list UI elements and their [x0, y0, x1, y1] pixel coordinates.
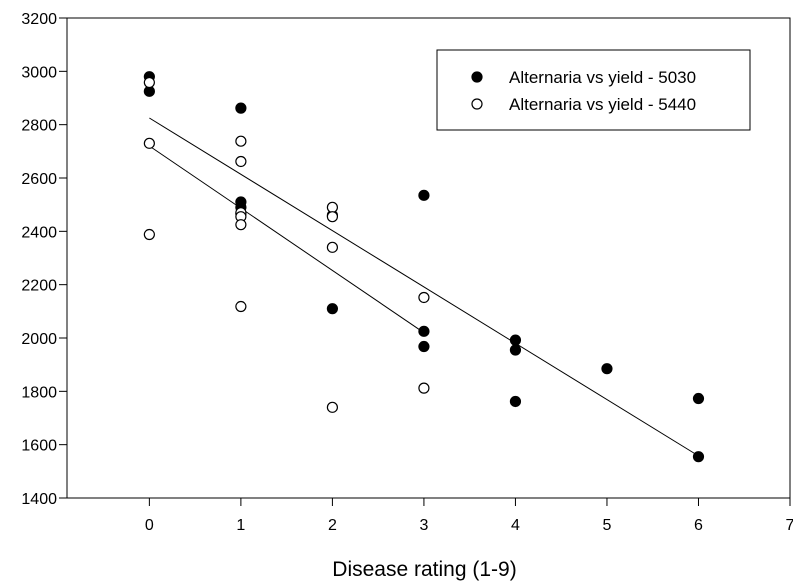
point-filled — [235, 102, 247, 114]
plot-area — [66, 17, 791, 499]
point-open — [418, 291, 430, 304]
legend-marker-2 — [471, 98, 483, 110]
point-open — [235, 135, 247, 147]
legend-label-2: Alternaria vs yield - 5440 — [509, 95, 696, 114]
point-filled — [692, 392, 705, 405]
x-axis-title: Disease rating (1-9) — [332, 558, 516, 581]
plot-frame — [66, 17, 791, 499]
point-open — [235, 300, 247, 313]
legend-label-1: Alternaria vs yield - 5030 — [509, 68, 696, 87]
point-filled — [692, 451, 705, 463]
y-tick-label: 1400 — [21, 491, 57, 508]
legend-marker-1 — [471, 71, 483, 83]
point-filled — [509, 344, 522, 356]
point-open — [326, 401, 339, 413]
y-tick-label: 1800 — [21, 384, 57, 401]
point-open — [326, 211, 339, 223]
x-tick-label: 0 — [145, 517, 154, 534]
x-tick-label: 5 — [603, 517, 612, 534]
y-axis: 1400 1600 1800 2000 2200 2400 2600 2800 3000 3200 — [21, 11, 67, 508]
point-open — [418, 382, 430, 394]
x-tick-label: 2 — [328, 517, 337, 534]
trendline-1 — [149, 117, 699, 457]
point-filled — [509, 395, 522, 408]
y-tick-label: 3000 — [21, 64, 57, 81]
point-open — [326, 201, 339, 213]
data-points — [143, 71, 705, 463]
y-tick-label: 2400 — [21, 224, 57, 241]
y-tick-label: 3200 — [21, 11, 57, 28]
trendlines — [149, 117, 699, 457]
y-tick-label: 2000 — [21, 331, 57, 348]
point-open — [235, 219, 247, 231]
point-open — [235, 155, 247, 168]
x-axis: 0 1 2 3 4 5 6 7 — [145, 498, 793, 534]
x-tick-label: 6 — [694, 517, 703, 534]
point-open — [326, 241, 339, 253]
y-tick-label: 2600 — [21, 171, 57, 188]
point-filled — [601, 363, 613, 375]
point-filled — [418, 189, 430, 201]
x-tick-label: 7 — [786, 517, 793, 534]
point-open — [143, 228, 155, 241]
y-tick-label: 1600 — [21, 438, 57, 455]
trendline-2 — [149, 145, 425, 334]
x-tick-label: 4 — [511, 517, 520, 534]
legend: Alternaria vs yield - 5030 Alternaria vs … — [436, 49, 751, 131]
point-filled — [509, 334, 522, 346]
point-filled — [326, 303, 339, 315]
legend-box — [436, 49, 751, 131]
point-open — [143, 76, 155, 89]
point-filled — [418, 325, 430, 337]
x-tick-label: 3 — [419, 517, 428, 534]
point-filled — [418, 340, 430, 353]
point-open — [143, 137, 155, 149]
y-tick-label: 2200 — [21, 278, 57, 295]
y-tick-label: 2800 — [21, 118, 57, 135]
x-tick-label: 1 — [236, 517, 245, 534]
